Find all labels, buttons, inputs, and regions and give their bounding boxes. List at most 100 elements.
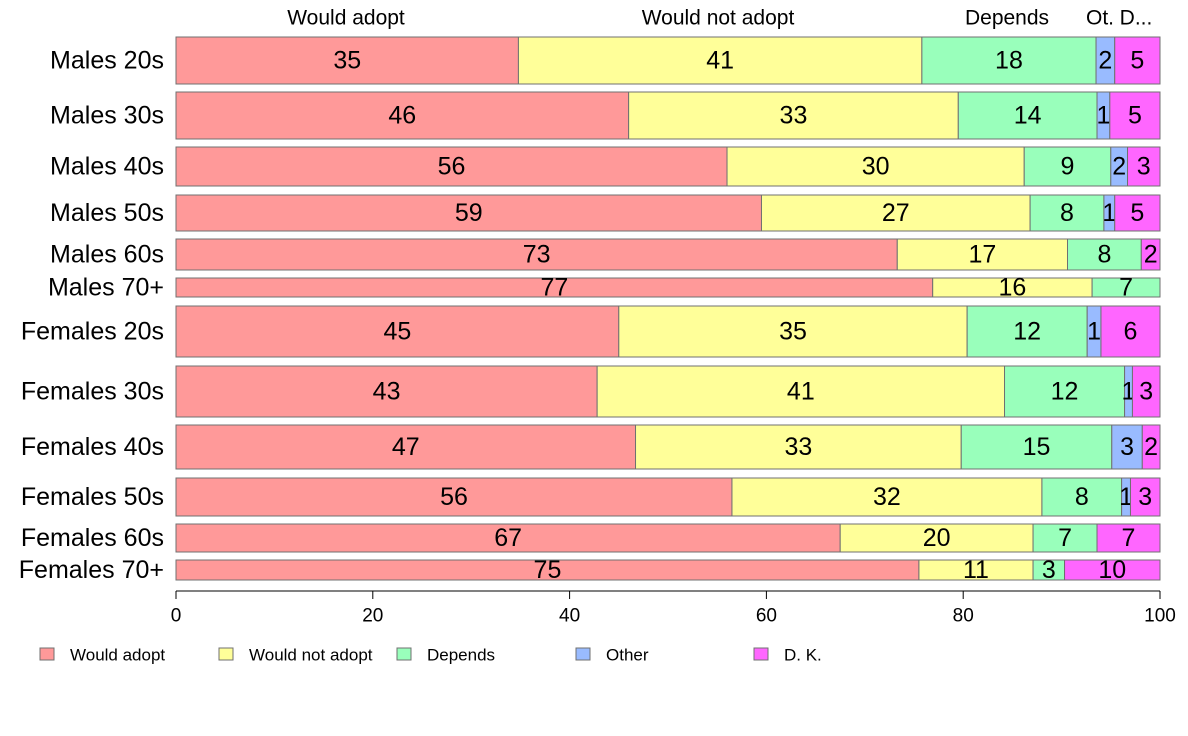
data-label: 46: [388, 102, 416, 130]
data-label: 16: [998, 274, 1026, 302]
bar-segment: [1140, 238, 1161, 271]
data-label: 56: [440, 483, 468, 511]
data-label: 12: [1013, 318, 1041, 346]
bar-segment: [1109, 91, 1161, 140]
header-label: D...: [1120, 7, 1153, 30]
category-label: Males 20s: [50, 47, 164, 75]
bar-segment: [628, 91, 959, 140]
data-label: 8: [1075, 483, 1089, 511]
x-tick-label: 100: [1144, 606, 1176, 627]
bar-segment: [635, 424, 962, 470]
data-label: 17: [968, 241, 996, 269]
data-label: 12: [1051, 378, 1079, 406]
legend-label: Depends: [427, 646, 495, 665]
x-tick-label: 40: [559, 606, 580, 627]
data-label: 41: [787, 378, 815, 406]
data-label: 14: [1014, 102, 1042, 130]
legend-label: Would adopt: [70, 646, 165, 665]
data-label: 18: [995, 47, 1023, 75]
bar-segment: [960, 424, 1113, 470]
data-label: 2: [1112, 153, 1126, 181]
data-label: 33: [780, 102, 808, 130]
category-label: Males 60s: [50, 241, 164, 269]
data-label: 3: [1120, 433, 1134, 461]
category-label: Males 40s: [50, 153, 164, 181]
bar-segment: [517, 36, 923, 85]
bar-segment: [1041, 477, 1123, 517]
header-label: Would adopt: [287, 7, 405, 30]
bar-segment: [726, 146, 1025, 187]
data-label: 1: [1119, 483, 1133, 511]
data-label: 59: [455, 199, 483, 227]
legend-label: Would not adopt: [249, 646, 373, 665]
data-label: 35: [333, 47, 361, 75]
x-tick-label: 60: [756, 606, 777, 627]
x-tick-label: 20: [362, 606, 383, 627]
bar-segment: [175, 523, 841, 553]
data-label: 3: [1138, 483, 1152, 511]
data-label: 73: [523, 241, 551, 269]
bar-segment: [896, 238, 1069, 271]
data-label: 3: [1042, 556, 1056, 584]
category-label: Males 50s: [50, 199, 164, 227]
category-label: Males 30s: [50, 102, 164, 130]
bar-segment: [1141, 424, 1161, 470]
data-label: 75: [534, 556, 562, 584]
bar-segment: [1129, 477, 1161, 517]
bar-segment: [1004, 365, 1126, 418]
data-label: 3: [1139, 378, 1153, 406]
bar-segment: [1127, 146, 1161, 187]
x-tick-label: 0: [171, 606, 182, 627]
data-label: 3: [1137, 153, 1151, 181]
bar-segment: [175, 91, 630, 140]
data-label: 10: [1098, 556, 1126, 584]
category-label: Males 70+: [48, 274, 164, 302]
bar-segment: [1067, 238, 1142, 271]
legend-label: Other: [606, 646, 649, 665]
data-label: 67: [494, 524, 522, 552]
data-label: 15: [1023, 433, 1051, 461]
data-label: 32: [873, 483, 901, 511]
data-label: 2: [1144, 241, 1158, 269]
bar-segment: [1131, 365, 1161, 418]
category-label: Females 40s: [21, 433, 164, 461]
category-label: Females 50s: [21, 483, 164, 511]
bar-segment: [957, 91, 1098, 140]
data-label: 43: [373, 378, 401, 406]
category-label: Females 70+: [19, 556, 164, 584]
data-label: 47: [392, 433, 420, 461]
data-label: 5: [1130, 199, 1144, 227]
legend-swatch: [753, 647, 769, 661]
data-label: 8: [1060, 199, 1074, 227]
data-label: 56: [438, 153, 466, 181]
legend-swatch: [396, 647, 412, 661]
bar-segment: [1032, 523, 1098, 553]
data-label: 27: [882, 199, 910, 227]
legend-swatch: [575, 647, 591, 661]
data-label: 77: [540, 274, 568, 302]
data-label: 2: [1098, 47, 1112, 75]
category-label: Females 60s: [21, 524, 164, 552]
bar-segment: [1023, 146, 1112, 187]
legend-label: D. K.: [784, 646, 822, 665]
category-label: Females 20s: [21, 318, 164, 346]
data-label: 5: [1130, 47, 1144, 75]
bar-segment: [175, 477, 733, 517]
data-label: 35: [779, 318, 807, 346]
data-label: 11: [963, 556, 989, 584]
bar-segment: [1114, 194, 1161, 232]
bar-segment: [966, 305, 1088, 358]
data-label: 20: [923, 524, 951, 552]
data-label: 41: [706, 47, 734, 75]
legend-swatch: [39, 647, 55, 661]
bar-segment: [1091, 277, 1161, 298]
data-label: 30: [862, 153, 890, 181]
bar-segment: [596, 365, 1006, 418]
bar-segment: [175, 305, 620, 358]
bar-segment: [175, 194, 762, 232]
data-label: 33: [784, 433, 812, 461]
header-label: Depends: [965, 7, 1049, 30]
bar-segment: [618, 305, 968, 358]
bar-segment: [1111, 424, 1143, 470]
